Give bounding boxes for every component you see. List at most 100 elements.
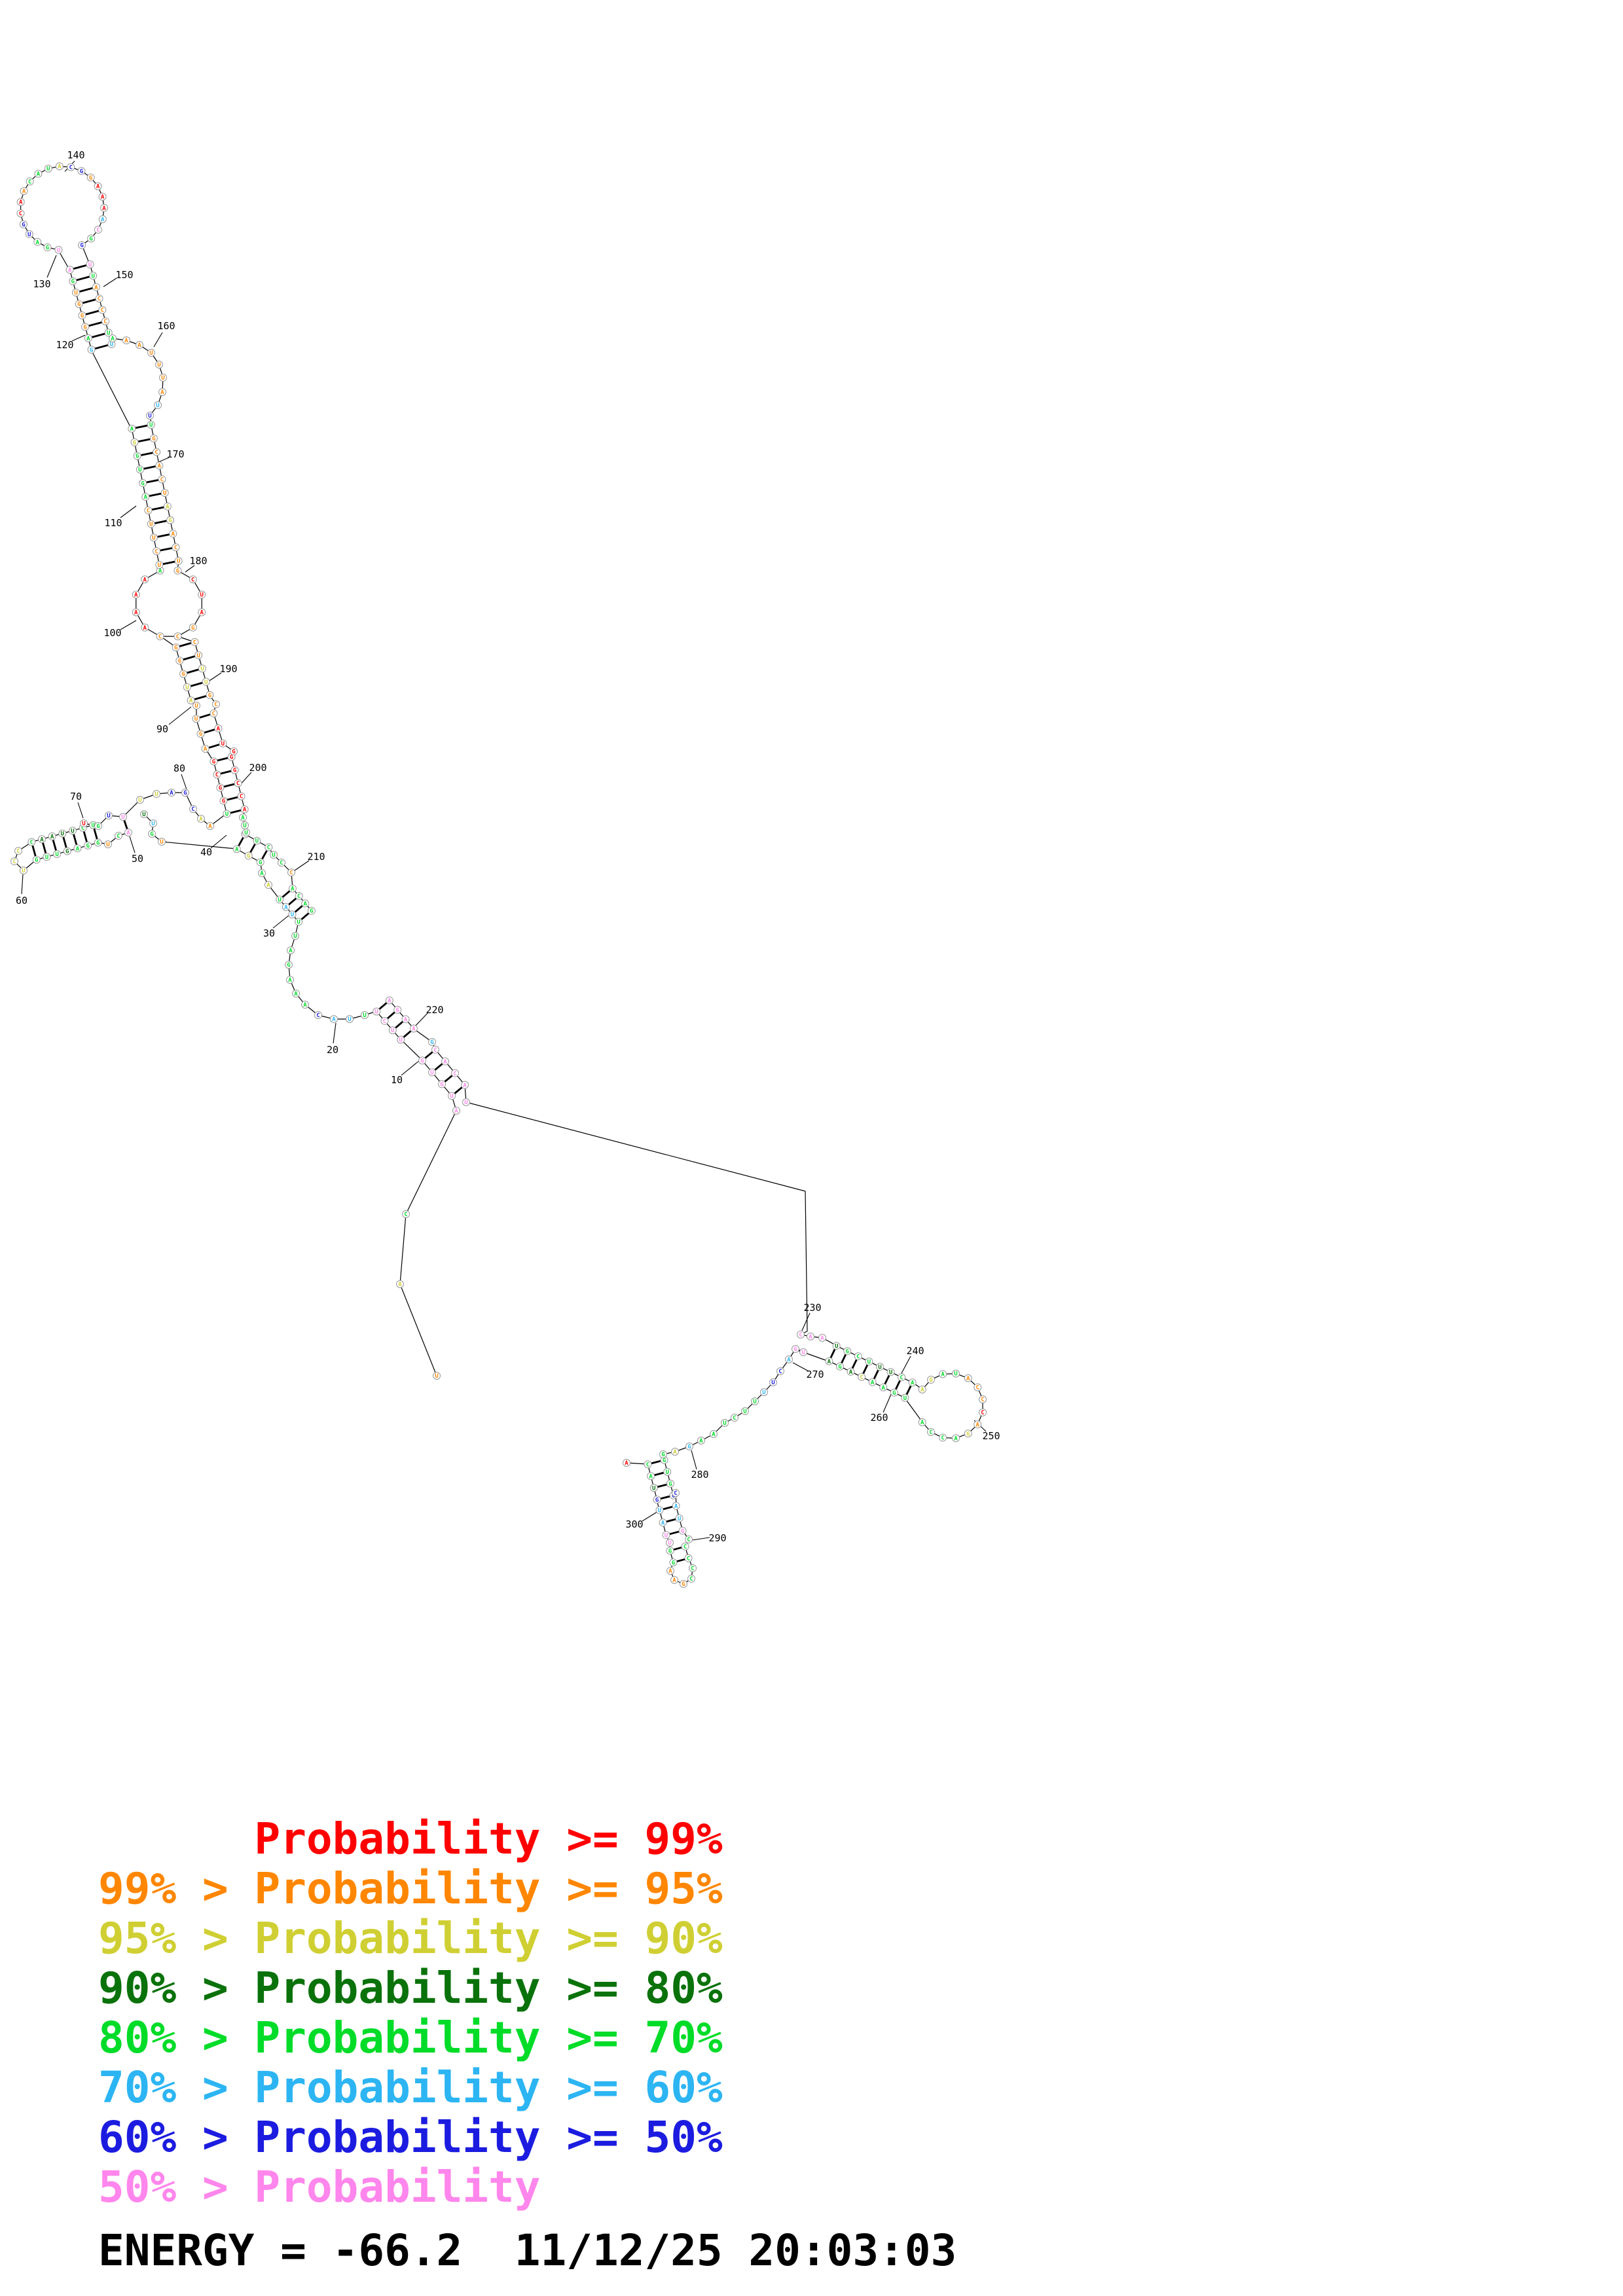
nucleotide-circle [807,1333,814,1340]
nucleotide-circle [330,1015,338,1023]
nucleotide-circle [450,1069,459,1077]
nucleotide-letter: C [941,1435,944,1442]
nucleotide-circle [670,1576,678,1584]
nucleotide-circle [146,412,154,420]
nucleotide-letter: U [399,1037,402,1044]
nucleotide-letter: C [215,772,219,778]
nucleotide-letter: U [753,1399,756,1405]
nucleotide-letter: G [71,279,75,285]
nucleotide-circle [139,479,147,488]
nucleotide-circle [84,841,92,850]
nucleotide-circle [104,840,112,848]
line [120,505,137,518]
nucleotide-letter: U [151,821,155,827]
nucleotide-letter: A [86,336,90,342]
nucleotide-circle [75,300,83,308]
nucleotide-letter: U [374,1009,378,1016]
nucleotide-circle [901,1393,909,1402]
nucleotide-circle [124,829,132,836]
nucleotide-circle [105,812,113,819]
nucleotide-letter: G [183,790,187,797]
nucleotide-circle [94,225,102,234]
position-label: 130 [33,278,50,290]
nucleotide-letter: A [954,1435,958,1442]
nucleotide-circle [288,884,297,893]
position-label: 110 [104,517,122,529]
nucleotide-circle [402,1210,410,1218]
nucleotide-circle [697,1437,705,1444]
nucleotide-letter: C [280,860,283,867]
nucleotide-letter: A [454,1108,458,1115]
nucleotide-letter: C [976,1385,979,1391]
nucleotide-circle [847,1367,855,1376]
nucleotide-letter: C [289,870,293,876]
nucleotide-letter: C [155,450,158,456]
nucleotide-letter: A [40,836,44,843]
nucleotide-letter: A [134,610,138,617]
nucleotide-circle [153,790,160,798]
nucleotide-letter: C [684,1544,687,1551]
nucleotide-letter: U [464,1100,467,1106]
nucleotide-letter: A [199,816,203,823]
nucleotide-letter: A [941,1372,945,1378]
nucleotide-letter: A [158,463,162,470]
legend-range-text: Probability >= 50% [254,2112,723,2162]
nucleotide-letter: U [106,842,109,848]
nucleotide-letter: U [121,814,124,821]
nucleotide-circle [952,1369,960,1378]
nucleotide-circle [181,789,189,797]
nucleotide-letter: A [849,1369,853,1376]
nucleotide-letter: A [289,948,293,954]
nucleotide-circle [44,164,52,173]
nucleotide-letter: A [126,830,130,836]
nucleotide-circle [183,683,191,691]
legend-range-text: Probability >= 70% [254,2013,723,2063]
nucleotide-letter: C [191,577,194,583]
position-label: 170 [166,448,184,460]
nucleotide-circle [219,739,227,747]
nucleotide-circle [206,822,214,830]
nucleotide-letter: U [903,1395,907,1402]
nucleotide-letter: G [232,749,235,755]
nucleotide-letter: G [661,1452,665,1458]
nucleotide-circle [659,1450,667,1458]
nucleotide-letter: A [170,790,173,797]
nucleotide-circle [276,895,284,904]
position-label: 190 [219,663,237,675]
nucleotide-circle [685,1443,693,1450]
line [71,334,86,342]
position-label: 100 [103,627,121,639]
nucleotide-letter: A [291,886,295,893]
nucleotide-circle [401,1015,410,1024]
nucleotide-circle [89,272,98,280]
nucleotide-letter: A [966,1376,970,1382]
nucleotide-letter: U [160,839,163,846]
legend-row-below50: 50% > Probability [98,2162,723,2212]
nucleotide-circle [835,1362,844,1371]
nucleotide-letter: C [81,825,84,832]
position-label: 160 [157,320,175,332]
nucleotide-letter: C [193,639,196,646]
nucleotide-circle [189,575,197,584]
nucleotide-letter: A [398,1282,402,1288]
line [883,1392,892,1413]
nucleotide-letter: C [96,227,100,234]
nucleotide-letter: U [665,1532,668,1539]
nucleotide-circle [98,215,107,223]
nucleotide-letter: U [430,1069,433,1076]
nucleotide-circle [285,961,293,969]
nucleotide-letter: A [288,977,292,984]
nucleotide-circle [647,1472,655,1480]
nucleotide-letter: C [158,634,162,640]
nucleotide-circle [198,608,206,617]
nucleotide-letter: A [22,188,26,195]
nucleotide-letter: A [101,194,105,201]
legend-range-text: Probability >= 60% [254,2062,723,2113]
nucleotide-letter: U [762,1390,765,1396]
nucleotide-circle [978,1408,987,1417]
nucleotide-circle [926,1427,935,1436]
nucleotide-letter: G [90,347,93,353]
nucleotide-circle [898,1373,906,1382]
